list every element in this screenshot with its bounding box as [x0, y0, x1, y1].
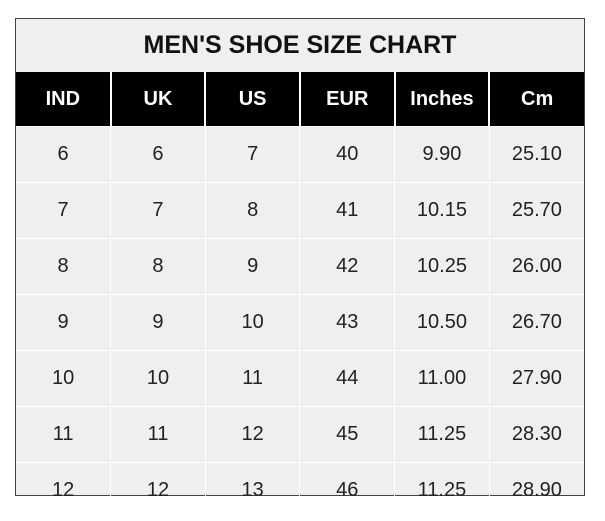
cell-ind: 9: [16, 294, 112, 351]
cell-us: 7: [204, 126, 301, 183]
cell-ind: 6: [16, 126, 112, 183]
cell-eur: 41: [299, 182, 396, 239]
table-row: 8 8 9 42 10.25 26.00: [16, 238, 584, 295]
cell-ind: 7: [16, 182, 112, 239]
cell-us: 10: [204, 294, 301, 351]
chart-title: MEN'S SHOE SIZE CHART: [143, 31, 457, 59]
size-chart: MEN'S SHOE SIZE CHART IND UK US EUR Inches Cm…: [15, 18, 585, 518]
cell-inches: 9.90: [394, 126, 490, 183]
cell-eur: 46: [299, 462, 396, 518]
cell-uk: 10: [110, 350, 206, 407]
column-header-inches: Inches: [393, 72, 490, 127]
size-table: IND UK US EUR Inches Cm 6 6 7 40 9.90 25.10 7 7 8 41 10…: [16, 72, 584, 518]
column-header-eur: EUR: [298, 72, 395, 127]
cell-inches: 11.00: [394, 350, 490, 407]
column-header-ind: IND: [16, 72, 111, 127]
table-row: 7 7 8 41 10.15 25.70: [16, 182, 584, 239]
cell-inches: 11.25: [394, 406, 490, 463]
cell-inches: 10.50: [394, 294, 490, 351]
column-header-us: US: [204, 72, 300, 127]
cell-cm: 26.00: [488, 238, 584, 295]
cell-us: 13: [204, 462, 301, 518]
cell-ind: 11: [16, 406, 112, 463]
cell-uk: 12: [110, 462, 206, 518]
cell-eur: 40: [299, 126, 396, 183]
cell-us: 11: [204, 350, 301, 407]
cell-ind: 12: [16, 462, 112, 518]
cell-cm: 25.70: [488, 182, 584, 239]
cell-cm: 28.30: [488, 406, 584, 463]
cell-inches: 10.15: [394, 182, 490, 239]
cell-eur: 42: [299, 238, 396, 295]
cell-eur: 43: [299, 294, 396, 351]
table-row: 11 11 12 45 11.25 28.30: [16, 406, 584, 463]
cell-us: 12: [204, 406, 301, 463]
table-row: 9 9 10 43 10.50 26.70: [16, 294, 584, 351]
cell-uk: 11: [110, 406, 206, 463]
cell-uk: 9: [110, 294, 206, 351]
cell-eur: 45: [299, 406, 396, 463]
cell-cm: 27.90: [488, 350, 584, 407]
cell-eur: 44: [299, 350, 396, 407]
cell-inches: 10.25: [394, 238, 490, 295]
cell-uk: 6: [110, 126, 206, 183]
cell-us: 8: [204, 182, 301, 239]
cell-cm: 25.10: [488, 126, 584, 183]
cell-uk: 7: [110, 182, 206, 239]
table-row: 10 10 11 44 11.00 27.90: [16, 350, 584, 407]
header-row: IND UK US EUR Inches Cm: [16, 72, 584, 127]
cell-ind: 8: [16, 238, 112, 295]
cell-us: 9: [204, 238, 301, 295]
cell-uk: 8: [110, 238, 206, 295]
cell-cm: 26.70: [488, 294, 584, 351]
column-header-uk: UK: [109, 72, 206, 127]
table-row: 12 12 13 46 11.25 28.90: [16, 462, 584, 518]
table-row: 6 6 7 40 9.90 25.10: [16, 126, 584, 183]
cell-inches: 11.25: [394, 462, 490, 518]
column-header-cm: Cm: [488, 72, 584, 127]
cell-ind: 10: [16, 350, 112, 407]
cell-cm: 28.90: [488, 462, 584, 518]
